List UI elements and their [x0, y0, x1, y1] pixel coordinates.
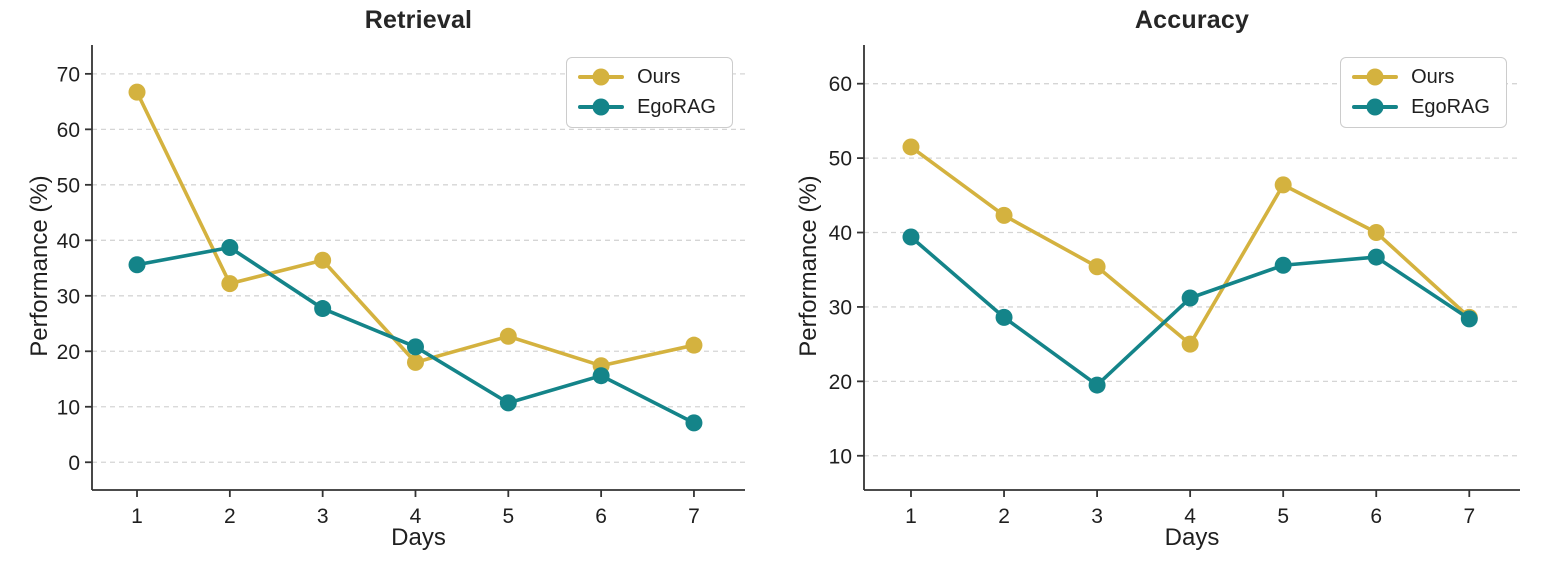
data-point-ours-day-6 — [1367, 224, 1385, 242]
data-point-ours-day-1 — [902, 138, 920, 156]
x-tick-label: 1 — [905, 505, 917, 528]
data-point-ours-day-3 — [314, 251, 332, 269]
chart-accuracy: Accuracy 10 20 30 40 50 60 1 2 3 4 5 6 7 Performance… — [781, 0, 1561, 564]
legend: Ours EgoRAG — [566, 57, 733, 128]
y-tick-label: 10 — [829, 445, 852, 468]
x-tick-label: 4 — [1184, 505, 1196, 528]
x-tick-label: 3 — [317, 505, 329, 528]
data-point-egorag-day-7 — [1460, 310, 1478, 328]
series-line-egorag — [135, 245, 696, 425]
y-tick-label: 30 — [57, 285, 80, 308]
y-tick-label: 50 — [57, 174, 80, 197]
x-tick-label: 6 — [595, 505, 607, 528]
y-tick-label: 0 — [68, 452, 80, 475]
y-tick-label: 50 — [829, 148, 852, 171]
x-tick-label: 2 — [224, 505, 236, 528]
x-tick-label: 3 — [1091, 505, 1103, 528]
data-point-egorag-day-3 — [1088, 376, 1106, 394]
x-axis-label: Days — [1164, 524, 1220, 551]
data-point-egorag-day-2 — [995, 308, 1013, 326]
data-point-egorag-day-5 — [1274, 256, 1292, 274]
y-axis-label: Performance (%) — [795, 175, 822, 357]
data-point-egorag-day-1 — [902, 228, 920, 246]
accuracy-plot-area: 10 20 30 40 50 60 1 2 3 4 5 6 7 — [829, 45, 1520, 528]
egorag-line-marker-icon — [578, 105, 625, 109]
y-axis-label: Performance (%) — [26, 175, 53, 357]
data-point-ours-day-4 — [406, 353, 424, 371]
x-tick-label: 4 — [410, 505, 422, 528]
chart-retrieval: Retrieval 0 10 20 30 40 50 60 70 1 2 3 4 5 6 7 Perform… — [0, 0, 780, 564]
y-tick-label: 40 — [829, 222, 852, 245]
x-tick-label: 2 — [998, 505, 1010, 528]
data-point-egorag-day-3 — [314, 300, 332, 318]
data-point-ours-day-4 — [1181, 335, 1199, 353]
data-point-egorag-day-6 — [1367, 248, 1385, 266]
x-tick-label: 5 — [1277, 505, 1289, 528]
ours-line-marker-icon — [578, 75, 625, 79]
y-tick-label: 70 — [57, 63, 80, 86]
ours-line-marker-icon — [1352, 75, 1399, 79]
data-point-ours-day-2 — [995, 206, 1013, 224]
legend-item-egorag: EgoRAG — [1352, 96, 1490, 118]
data-point-ours-day-7 — [685, 336, 703, 354]
data-point-egorag-day-5 — [499, 394, 517, 412]
data-point-egorag-day-4 — [406, 338, 424, 356]
legend-item-egorag: EgoRAG — [578, 96, 716, 118]
y-tick-label: 20 — [57, 341, 80, 364]
data-point-ours-day-3 — [1088, 258, 1106, 276]
legend-label-ours: Ours — [637, 66, 681, 88]
data-point-ours-day-5 — [499, 327, 517, 345]
data-point-ours-day-1 — [128, 83, 146, 101]
y-tick-label: 10 — [57, 396, 80, 419]
data-point-ours-day-5 — [1274, 176, 1292, 194]
legend-label-egorag: EgoRAG — [1411, 96, 1490, 118]
x-tick-label: 6 — [1370, 505, 1382, 528]
x-tick-label: 7 — [688, 505, 700, 528]
data-point-egorag-day-1 — [128, 256, 146, 274]
chart-title: Accuracy — [1134, 6, 1250, 34]
y-tick-label: 20 — [829, 371, 852, 394]
legend-item-ours: Ours — [578, 66, 716, 88]
series-line-egorag — [909, 235, 1472, 387]
series-line-ours — [135, 90, 696, 368]
retrieval-plot-area: 0 10 20 30 40 50 60 70 1 2 3 4 5 6 7 — [57, 45, 745, 528]
legend-label-ours: Ours — [1411, 66, 1455, 88]
x-tick-label: 7 — [1463, 505, 1475, 528]
data-point-egorag-day-7 — [685, 414, 703, 432]
y-tick-label: 30 — [829, 296, 852, 319]
chart-title: Retrieval — [364, 6, 473, 34]
x-axis-label: Days — [391, 524, 446, 551]
x-tick-label: 5 — [502, 505, 514, 528]
y-tick-label: 60 — [829, 73, 852, 96]
legend-label-egorag: EgoRAG — [637, 96, 716, 118]
egorag-line-marker-icon — [1352, 105, 1399, 109]
y-tick-label: 40 — [57, 230, 80, 253]
y-tick-label: 60 — [57, 119, 80, 142]
legend-item-ours: Ours — [1352, 66, 1490, 88]
data-point-ours-day-2 — [221, 275, 239, 293]
data-point-egorag-day-6 — [592, 367, 610, 385]
data-point-egorag-day-4 — [1181, 289, 1199, 307]
legend: Ours EgoRAG — [1340, 57, 1507, 128]
x-tick-label: 1 — [131, 505, 143, 528]
series-line-ours — [909, 145, 1472, 346]
data-point-egorag-day-2 — [221, 239, 239, 257]
